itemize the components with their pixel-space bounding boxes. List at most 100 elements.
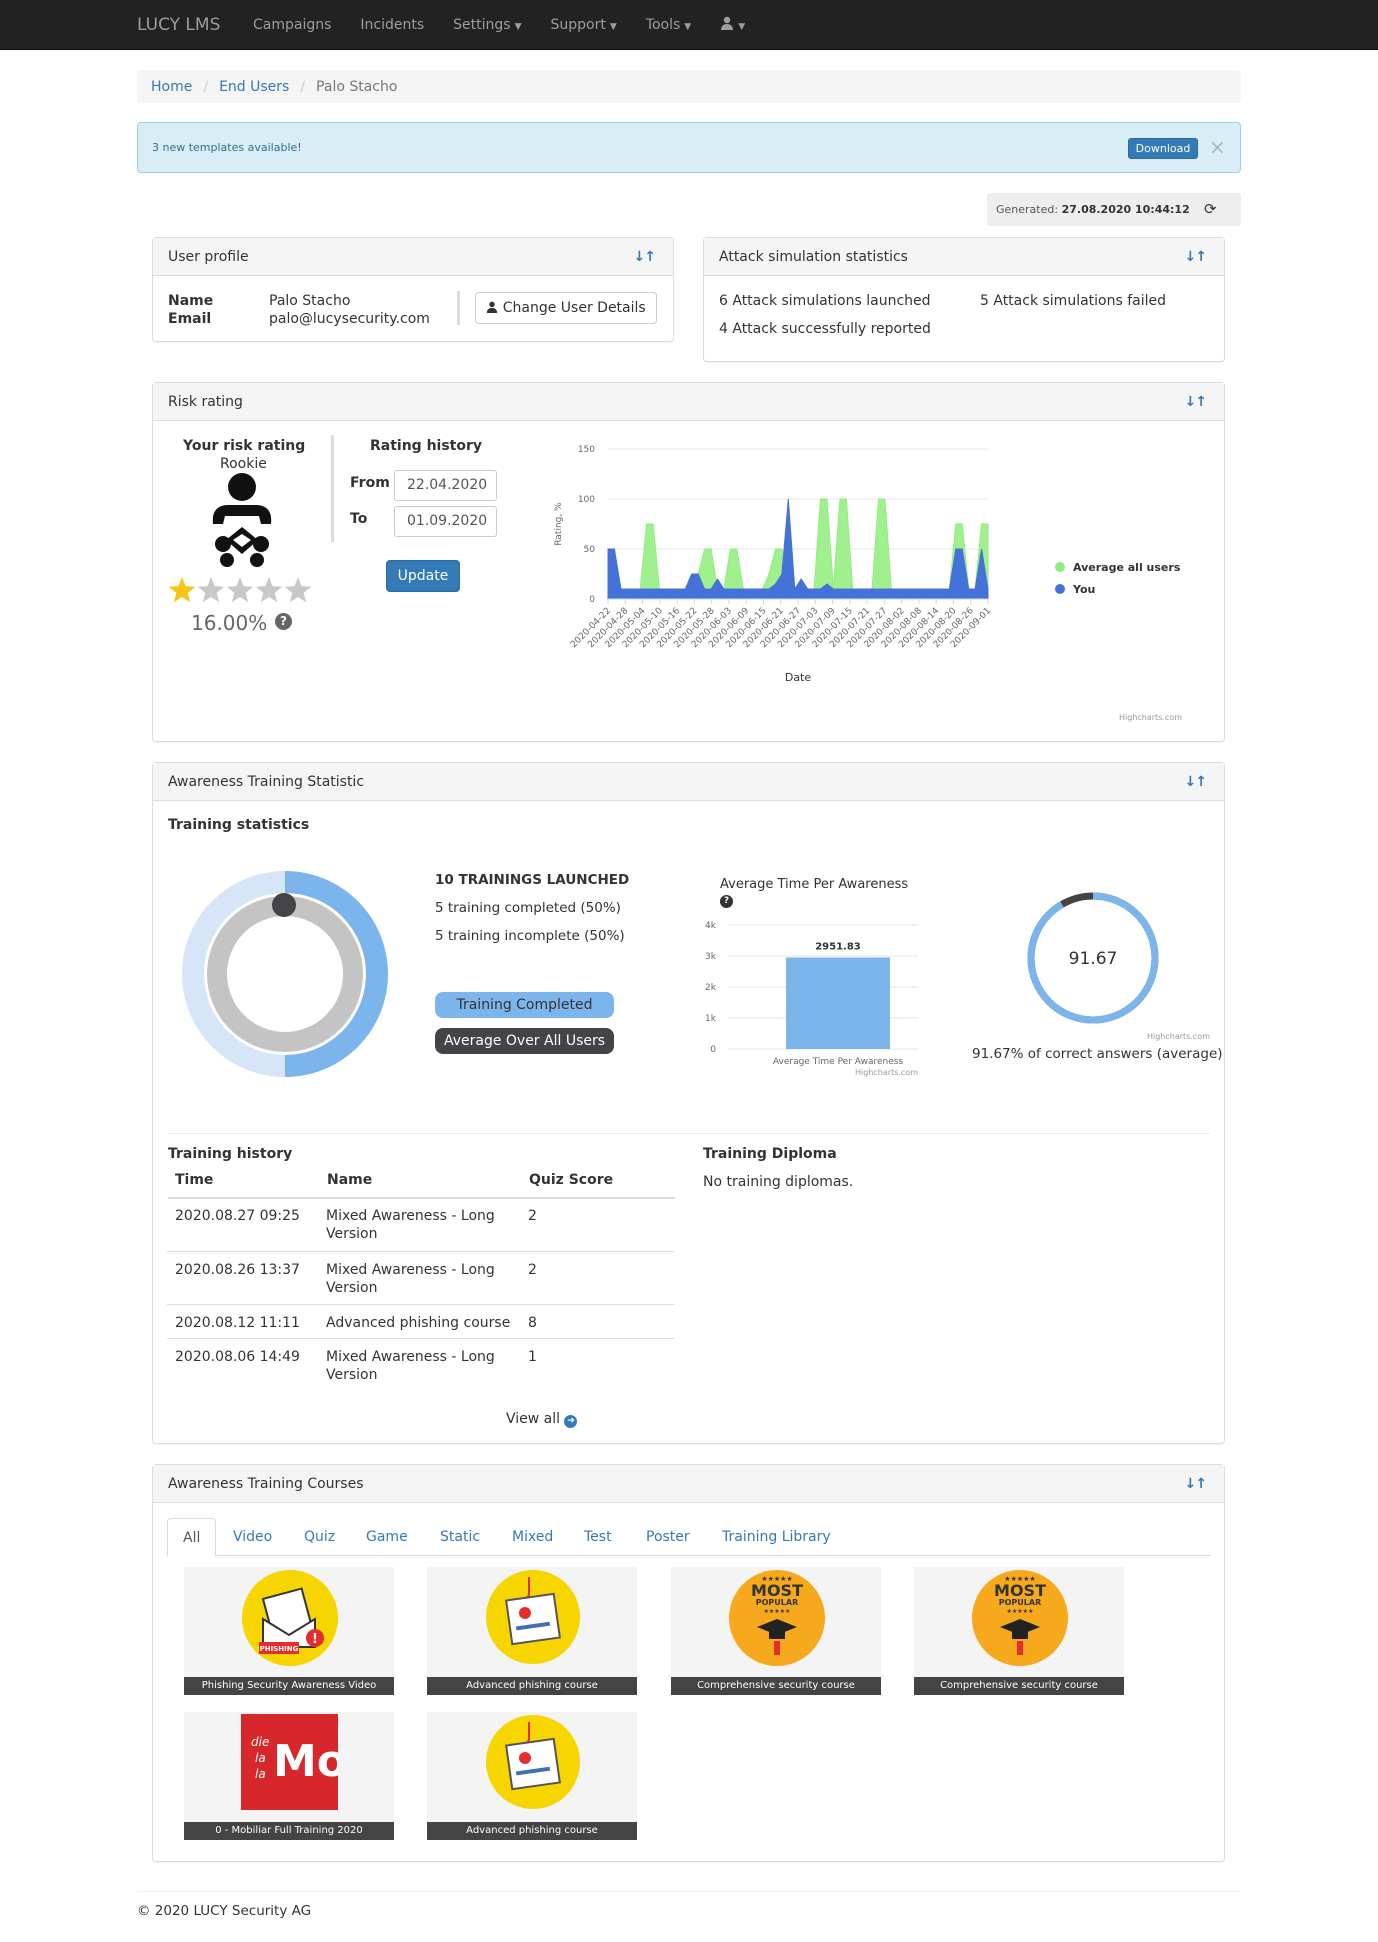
panel-heading: User profile ↓↑ (153, 238, 673, 276)
phishing-hook-icon (486, 1715, 580, 1809)
row-name: Mixed Awareness - Long (326, 1349, 495, 1365)
generated-value: 27.08.2020 10:44:12 (1061, 203, 1190, 216)
attacks-reported: 4 Attack successfully reported (719, 321, 931, 337)
to-date-input[interactable]: 01.09.2020 (394, 506, 497, 537)
sort-icon[interactable]: ↓↑ (1184, 394, 1207, 410)
star-empty-icon (284, 577, 312, 603)
brand-logo[interactable]: LUCY LMS (137, 15, 221, 35)
update-button[interactable]: Update (386, 560, 460, 592)
top-navbar: LUCY LMS Campaigns Incidents Settings ▼ S… (0, 0, 1378, 50)
tab-mixed[interactable]: Mixed (512, 1529, 554, 1545)
divider (168, 1133, 1210, 1134)
tab-static[interactable]: Static (440, 1529, 481, 1545)
change-user-details-label: Change User Details (502, 300, 646, 316)
refresh-icon[interactable]: ⟳ (1204, 200, 1217, 218)
risk-level: Rookie (220, 456, 267, 472)
panel-heading: Awareness Training Statistic ↓↑ (153, 763, 1224, 801)
trainings-completed: 5 training completed (50%) (435, 900, 621, 916)
nav-support-label: Support (550, 17, 606, 33)
sort-icon[interactable]: ↓↑ (1184, 249, 1207, 265)
attacks-failed: 5 Attack simulations failed (980, 293, 1167, 309)
column-name: Name (327, 1172, 373, 1188)
tab-test[interactable]: Test (584, 1529, 612, 1545)
x-tick-label: Average Time Per Awareness (773, 1057, 904, 1067)
legend-you[interactable]: You (1055, 583, 1095, 596)
course-card[interactable]: PHISHING ! Phishing Security Awareness V… (184, 1567, 394, 1695)
breadcrumb-end-users[interactable]: End Users (219, 78, 290, 95)
course-caption: Advanced phishing course (427, 1677, 637, 1695)
tab-game[interactable]: Game (366, 1529, 408, 1545)
y-tick-label: 150 (578, 445, 595, 455)
bar-average-time (786, 957, 890, 1049)
nav-incidents[interactable]: Incidents (360, 0, 424, 50)
sort-icon[interactable]: ↓↑ (1184, 774, 1207, 790)
row-time: 2020.08.06 14:49 (175, 1349, 300, 1365)
course-card[interactable]: die la la Mo 0 - Mobiliar Full Training … (184, 1712, 394, 1840)
download-button[interactable]: Download (1128, 138, 1198, 159)
svg-text:★★★★★: ★★★★★ (761, 1575, 792, 1583)
sort-icon[interactable]: ↓↑ (1184, 1476, 1207, 1492)
chevron-down-icon: ▼ (738, 22, 746, 32)
tab-poster[interactable]: Poster (646, 1529, 690, 1545)
close-icon[interactable]: × (1209, 135, 1226, 159)
legend-training-completed[interactable]: Training Completed (435, 992, 614, 1018)
legend-average-over-all-users[interactable]: Average Over All Users (435, 1028, 614, 1054)
to-label: To (350, 511, 368, 527)
chart-credits[interactable]: Highcharts.com (1119, 713, 1182, 722)
nav-user-dropdown[interactable]: ▼ (720, 0, 745, 50)
tab-training-library[interactable]: Training Library (722, 1529, 831, 1545)
help-icon[interactable]: ? (720, 895, 733, 908)
change-user-details-button[interactable]: Change User Details (475, 292, 657, 324)
view-all-label: View all (506, 1411, 561, 1427)
alert-text: 3 new templates available! (152, 141, 302, 154)
most-popular-icon: ★★★★★ MOST POPULAR ★★★★★ (729, 1570, 825, 1666)
from-date-input[interactable]: 22.04.2020 (394, 470, 497, 501)
name-label: Name (168, 293, 214, 309)
badge-text: POPULAR (999, 1598, 1041, 1607)
course-card[interactable]: ★★★★★ MOST POPULAR ★★★★★ Comprehensive s… (671, 1567, 881, 1695)
nav-settings-dropdown[interactable]: Settings ▼ (453, 0, 521, 50)
tab-all[interactable]: All (167, 1518, 217, 1557)
breadcrumb-home[interactable]: Home (151, 78, 193, 95)
nav-tools-dropdown[interactable]: Tools ▼ (646, 0, 691, 50)
gauge-caption: 91.67% of correct answers (average) (972, 1046, 1223, 1062)
course-card[interactable]: ★★★★★ MOST POPULAR ★★★★★ Comprehensive s… (914, 1567, 1124, 1695)
sort-icon[interactable]: ↓↑ (633, 249, 656, 265)
svg-text:Mo: Mo (273, 1736, 338, 1787)
nav-support-dropdown[interactable]: Support ▼ (551, 0, 617, 50)
nav-campaigns[interactable]: Campaigns (253, 0, 331, 50)
row-score: 1 (528, 1349, 537, 1365)
column-quiz-score: Quiz Score (529, 1172, 614, 1188)
svg-text:!: ! (312, 1632, 318, 1647)
y-tick-label: 0 (710, 1045, 716, 1055)
course-card[interactable]: Advanced phishing course (427, 1712, 637, 1840)
row-score: 2 (528, 1262, 537, 1278)
mobiliar-logo: die la la Mo (241, 1714, 338, 1810)
legend-label: Average all users (1073, 561, 1181, 574)
x-axis-title: Date (785, 671, 812, 684)
course-card[interactable]: Advanced phishing course (427, 1567, 637, 1695)
your-risk-label: Your risk rating (183, 438, 306, 454)
attack-stats-panel: Attack simulation statistics ↓↑ 6 Attack … (703, 237, 1225, 362)
training-history-title: Training history (168, 1146, 293, 1162)
row-time: 2020.08.27 09:25 (175, 1208, 300, 1224)
arrow-right-icon: ➜ (564, 1415, 578, 1428)
view-all-link[interactable]: View all ➜ (506, 1411, 578, 1428)
awareness-statistic-panel: Awareness Training Statistic ↓↑ Training … (152, 762, 1225, 1444)
legend-label: You (1073, 583, 1096, 596)
tab-video[interactable]: Video (233, 1529, 273, 1545)
chart-credits[interactable]: Highcharts.com (1147, 1032, 1210, 1041)
donut-average-over-all-users-arc (207, 896, 363, 1052)
user-icon (721, 16, 734, 30)
legend-average-all-users[interactable]: Average all users (1055, 561, 1180, 574)
help-icon[interactable]: ? (275, 613, 292, 630)
tab-quiz[interactable]: Quiz (304, 1529, 336, 1545)
badge-text: MOST (751, 1581, 803, 1600)
from-label: From (350, 475, 390, 491)
user-name: Palo Stacho (269, 293, 351, 309)
gauge-value-arc (1027, 892, 1159, 1024)
course-caption: Comprehensive security course (671, 1677, 881, 1695)
y-tick-label: 0 (589, 595, 595, 605)
course-caption: Comprehensive security course (914, 1677, 1124, 1695)
